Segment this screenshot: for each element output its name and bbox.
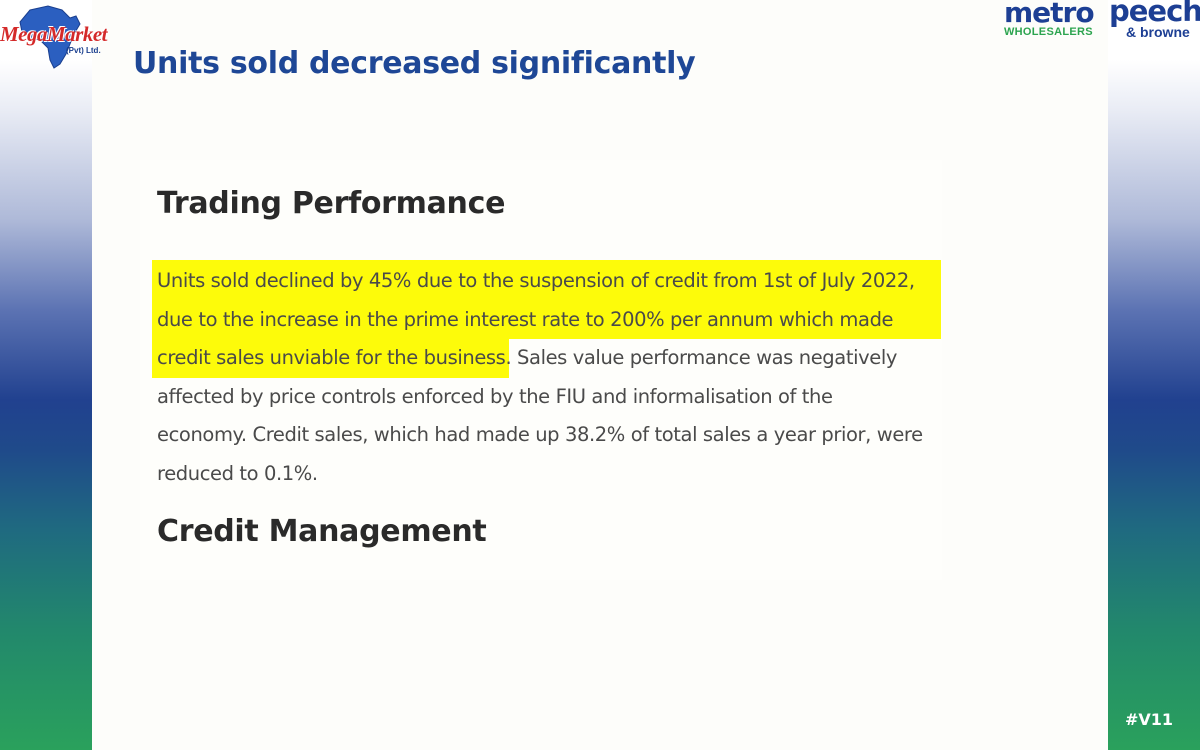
page-title: Units sold decreased significantly [133,46,696,81]
highlight-mark [152,260,941,300]
paragraph-line: reduced to 0.1%. [157,461,318,485]
browne-subtitle: & browne [1126,24,1190,40]
highlight-mark [152,338,509,378]
version-tag: #V11 [1125,710,1174,729]
heading-trading-performance: Trading Performance [157,186,506,221]
peech-browne-logo: peech & browne [1108,0,1200,44]
paragraph-line: economy. Credit sales, which had made up… [157,423,923,446]
megamarket-logo: MegaMarket (Pvt) Ltd. [0,4,120,69]
paragraph-line: due to the increase in the prime interes… [157,307,894,331]
paragraph-line: Units sold declined by 45% due to the su… [157,269,915,292]
right-gradient-band [1108,0,1200,750]
megamarket-subtitle: (Pvt) Ltd. [66,46,101,55]
peech-wordmark: peech [1109,0,1200,28]
megamarket-wordmark: MegaMarket [0,22,108,46]
trading-performance-paragraph: Units sold declined by 45% due to the su… [157,262,947,493]
left-gradient-band [0,0,92,750]
paragraph-line: credit sales unviable for the business. … [157,346,897,369]
highlight-mark [152,299,941,339]
metro-wholesalers-logo: metro WHOLESALERS [1002,0,1106,44]
metro-wordmark: metro [1004,0,1095,29]
metro-subtitle: WHOLESALERS [1004,26,1093,38]
paragraph-line: affected by price controls enforced by t… [157,384,833,408]
africa-map-icon [19,5,81,69]
heading-credit-management: Credit Management [157,514,487,549]
